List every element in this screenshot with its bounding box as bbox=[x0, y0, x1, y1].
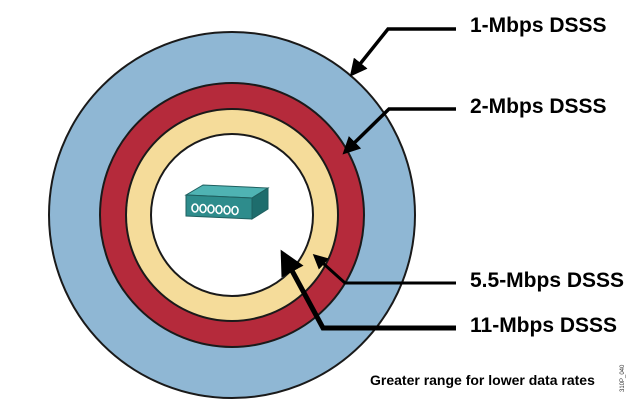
range-caption: Greater range for lower data rates bbox=[370, 372, 595, 388]
arrow-11mbps bbox=[280, 249, 456, 331]
label-5-5mbps: 5.5-Mbps DSSS bbox=[470, 269, 625, 292]
arrow-5-5mbps bbox=[312, 253, 456, 285]
figure-reference: 310P_040 bbox=[620, 364, 626, 392]
label-1mbps: 1-Mbps DSSS bbox=[470, 14, 607, 37]
arrow-2mbps bbox=[342, 107, 456, 155]
label-11mbps: 11-Mbps DSSS bbox=[470, 314, 618, 337]
label-2mbps: 2-Mbps DSSS bbox=[470, 95, 607, 118]
access-point-icon bbox=[184, 184, 270, 220]
arrow-1mbps bbox=[349, 27, 456, 77]
